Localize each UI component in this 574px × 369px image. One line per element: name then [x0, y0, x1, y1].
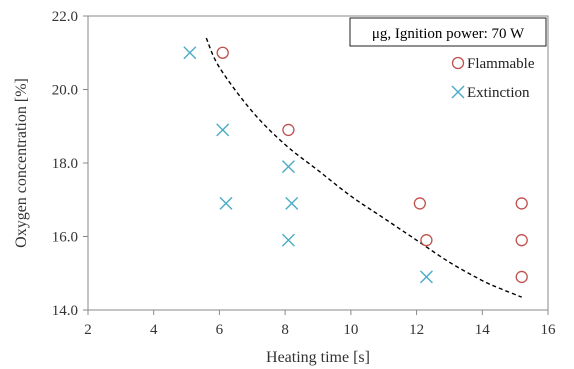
legend: Flammable Extinction — [451, 56, 535, 101]
x-tick-label: 6 — [216, 322, 224, 338]
flammable-point — [413, 197, 427, 210]
legend-circle-marker — [451, 56, 465, 70]
x-tick-label: 16 — [541, 322, 557, 338]
extinction-point — [219, 196, 233, 210]
y-tick-label: 20.0 — [52, 83, 78, 99]
extinction-point — [281, 233, 295, 247]
extinction-point — [281, 160, 295, 174]
x-tick-label: 14 — [475, 322, 491, 338]
extinction-point — [285, 196, 299, 210]
x-tick-label: 8 — [281, 322, 289, 338]
y-tick-label: 18.0 — [52, 156, 78, 172]
data-points-layer — [183, 46, 528, 284]
flammable-point — [515, 197, 528, 210]
legend-label-extinction: Extinction — [467, 85, 530, 101]
y-tick-label: 14.0 — [52, 303, 78, 319]
legend-item-extinction: Extinction — [451, 85, 530, 101]
x-tick-label: 2 — [84, 322, 92, 338]
y-tick-label: 16.0 — [52, 230, 78, 246]
flammable-point — [216, 46, 229, 59]
flammable-point — [515, 234, 528, 247]
x-tick-label: 10 — [343, 322, 358, 338]
legend-label-flammable: Flammable — [467, 56, 535, 72]
y-axis: 14.0 16.0 18.0 20.0 22.0 — [52, 9, 88, 319]
flammable-point — [282, 123, 295, 137]
x-axis-title: Heating time [s] — [266, 349, 370, 366]
x-axis: 2 4 6 8 10 12 14 16 — [84, 310, 556, 338]
y-axis-title: Oxygen concentration [%] — [13, 78, 30, 248]
x-tick-label: 4 — [150, 322, 158, 338]
extinction-point — [183, 46, 197, 60]
legend-item-flammable: Flammable — [451, 56, 535, 72]
x-tick-label: 12 — [409, 322, 424, 338]
flammable-point — [515, 270, 528, 284]
legend-cross-marker — [451, 85, 465, 99]
plot-area — [87, 15, 549, 311]
y-tick-label: 22.0 — [52, 9, 78, 25]
flammable-point — [420, 234, 433, 247]
extinction-point — [216, 123, 230, 137]
annotation-text: μg, Ignition power: 70 W — [372, 26, 525, 42]
extinction-point — [419, 270, 433, 284]
annotation-box: μg, Ignition power: 70 W — [349, 17, 547, 47]
